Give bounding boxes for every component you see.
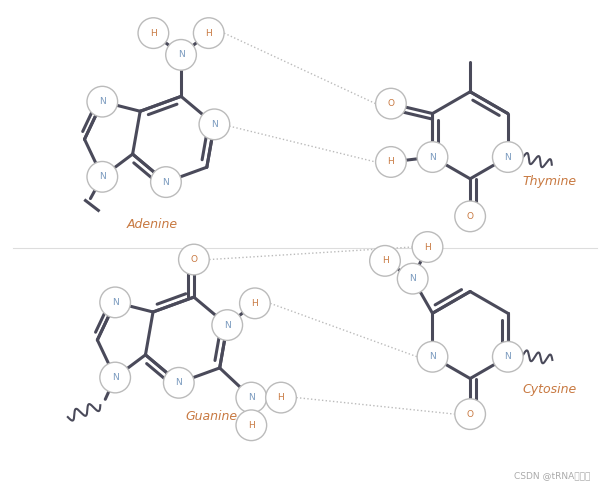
Circle shape	[417, 142, 448, 172]
Text: N: N	[112, 373, 119, 382]
Circle shape	[179, 244, 209, 275]
Circle shape	[166, 40, 196, 70]
Text: N: N	[504, 352, 511, 361]
Circle shape	[376, 147, 406, 177]
Circle shape	[100, 287, 130, 318]
Circle shape	[493, 142, 523, 172]
Text: H: H	[206, 29, 212, 38]
Text: N: N	[211, 120, 218, 129]
Circle shape	[138, 18, 169, 49]
Text: Adenine: Adenine	[126, 218, 177, 231]
Circle shape	[455, 201, 485, 232]
Text: N: N	[429, 352, 436, 361]
Text: H: H	[382, 256, 389, 265]
Text: N: N	[176, 378, 182, 387]
Text: Guanine: Guanine	[185, 410, 237, 423]
Text: N: N	[224, 320, 231, 329]
Text: CSDN @tRNA做科研: CSDN @tRNA做科研	[514, 471, 591, 480]
Circle shape	[193, 18, 224, 49]
Circle shape	[151, 167, 181, 197]
Text: H: H	[424, 243, 431, 251]
Circle shape	[417, 341, 448, 372]
Text: N: N	[99, 97, 106, 106]
Text: N: N	[409, 274, 416, 283]
Text: O: O	[466, 410, 474, 419]
Circle shape	[240, 288, 271, 318]
Circle shape	[412, 232, 443, 262]
Circle shape	[236, 410, 267, 440]
Circle shape	[455, 399, 485, 430]
Circle shape	[100, 362, 130, 393]
Circle shape	[212, 310, 242, 340]
Text: H: H	[150, 29, 157, 38]
Circle shape	[266, 382, 296, 413]
Text: Cytosine: Cytosine	[522, 383, 577, 396]
Text: N: N	[504, 153, 511, 162]
Text: N: N	[99, 172, 106, 182]
Text: H: H	[387, 157, 394, 167]
Text: H: H	[278, 393, 285, 402]
Circle shape	[376, 88, 406, 119]
Text: N: N	[163, 178, 170, 186]
Text: H: H	[248, 421, 255, 430]
Text: O: O	[190, 255, 198, 264]
Text: Thymine: Thymine	[522, 175, 577, 188]
Circle shape	[493, 341, 523, 372]
Circle shape	[87, 86, 118, 117]
Text: O: O	[466, 212, 474, 221]
Text: N: N	[248, 393, 255, 402]
Text: N: N	[429, 153, 436, 162]
Circle shape	[236, 382, 267, 413]
Circle shape	[163, 368, 194, 398]
Text: N: N	[177, 51, 184, 60]
Circle shape	[370, 246, 400, 276]
Circle shape	[199, 109, 230, 140]
Text: N: N	[112, 298, 119, 307]
Text: O: O	[387, 99, 394, 108]
Circle shape	[397, 263, 428, 294]
Text: H: H	[252, 299, 258, 308]
Circle shape	[87, 162, 118, 192]
